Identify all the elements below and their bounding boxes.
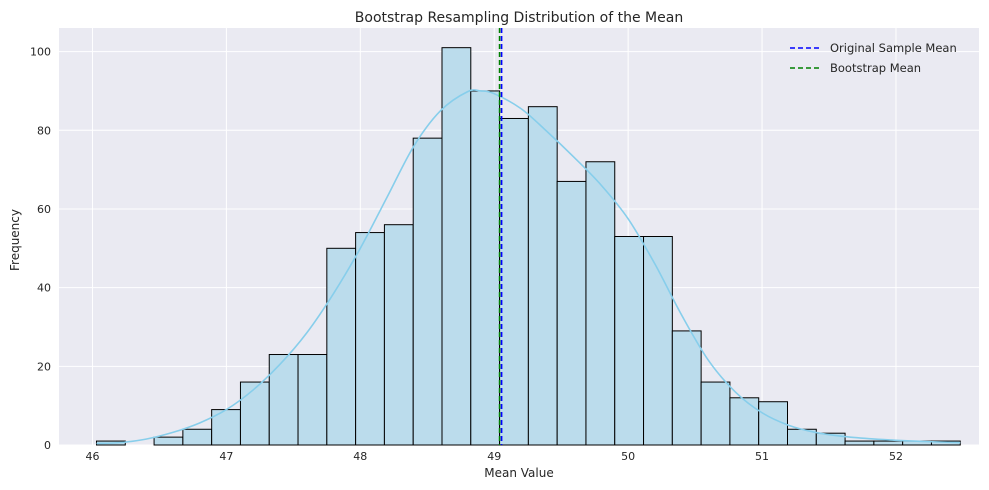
y-axis-label: Frequency bbox=[8, 209, 22, 271]
x-tick-label: 48 bbox=[353, 450, 367, 463]
histogram-bar bbox=[355, 232, 385, 446]
histogram-bars bbox=[95, 47, 961, 446]
histogram-bar bbox=[815, 432, 846, 446]
y-tick-label: 60 bbox=[37, 203, 51, 216]
histogram-bar bbox=[614, 236, 645, 446]
x-tick-label: 46 bbox=[85, 450, 99, 463]
y-tick-label: 0 bbox=[44, 439, 51, 452]
histogram-bar bbox=[239, 381, 270, 446]
y-tick-label: 100 bbox=[30, 46, 51, 59]
x-tick-label: 50 bbox=[621, 450, 635, 463]
histogram-bar bbox=[527, 106, 558, 446]
histogram-bar bbox=[729, 397, 760, 446]
legend-label-bootstrap-mean: Bootstrap Mean bbox=[830, 61, 921, 75]
histogram-bar bbox=[441, 47, 472, 446]
legend-label-original-mean: Original Sample Mean bbox=[830, 41, 957, 55]
histogram-bar bbox=[297, 354, 328, 446]
histogram-bar bbox=[930, 440, 961, 446]
histogram-bar bbox=[268, 354, 299, 446]
histogram-bar bbox=[499, 117, 529, 446]
kde-curve bbox=[96, 89, 961, 445]
histogram-bar bbox=[182, 428, 213, 446]
histogram-bar bbox=[153, 436, 184, 446]
histogram-bar bbox=[844, 440, 875, 446]
histogram-bar bbox=[643, 236, 673, 446]
histogram-bar bbox=[412, 137, 443, 446]
x-tick-label: 47 bbox=[219, 450, 233, 463]
histogram-bar bbox=[556, 180, 587, 446]
x-axis-label: Mean Value bbox=[484, 466, 553, 480]
y-tick-label: 80 bbox=[37, 124, 51, 137]
histogram-bar bbox=[383, 224, 414, 446]
y-tick-label: 20 bbox=[37, 360, 51, 373]
histogram-bar bbox=[873, 440, 904, 446]
histogram-bar bbox=[326, 247, 357, 446]
y-axis-ticks: 0 20 40 60 80 100 bbox=[30, 46, 51, 452]
mean-lines bbox=[498, 28, 503, 445]
histogram-bar bbox=[585, 161, 616, 446]
x-tick-label: 49 bbox=[487, 450, 501, 463]
x-tick-label: 51 bbox=[755, 450, 769, 463]
x-tick-label: 52 bbox=[889, 450, 903, 463]
chart-title: Bootstrap Resampling Distribution of the… bbox=[355, 10, 683, 26]
histogram-bar bbox=[700, 381, 731, 446]
legend: Original Sample Mean Bootstrap Mean bbox=[790, 41, 957, 75]
x-axis-ticks: 46 47 48 49 50 51 52 bbox=[85, 450, 902, 463]
y-tick-label: 40 bbox=[37, 282, 51, 295]
histogram-bar bbox=[470, 90, 501, 446]
histogram-bar bbox=[671, 330, 702, 446]
